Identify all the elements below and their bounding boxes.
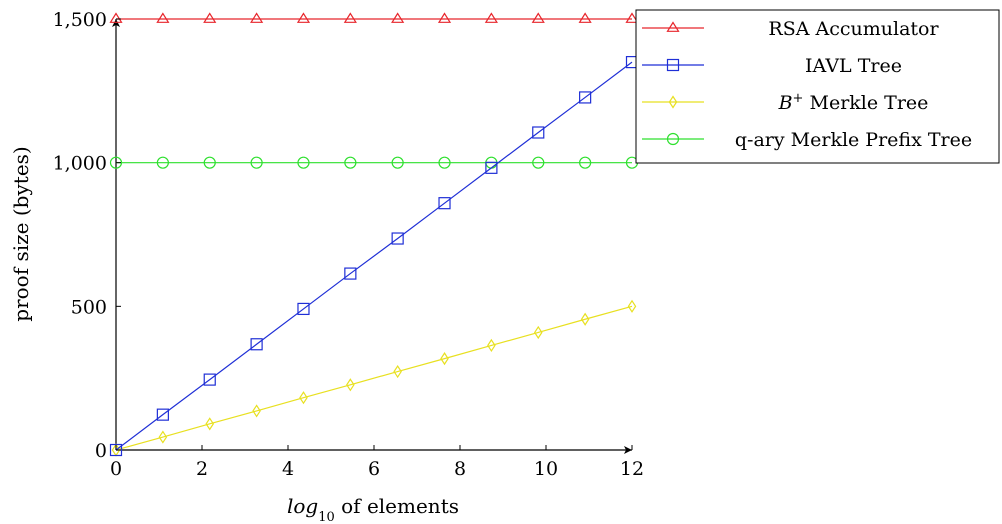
- y-axis-label: proof size (bytes): [9, 146, 33, 321]
- series-b-merkle-tree: [111, 299, 637, 457]
- data-point-square: [109, 443, 123, 457]
- x-tick-label: 10: [534, 458, 558, 480]
- data-point-diamond: [580, 312, 590, 326]
- x-tick-label: 12: [620, 458, 644, 480]
- legend-marker-square: [666, 58, 680, 72]
- y-tick-label: 1,500: [53, 9, 107, 31]
- data-point-triangle: [109, 12, 123, 23]
- data-point-triangle: [437, 12, 452, 23]
- series-layer: [109, 12, 639, 457]
- data-point-diamond: [627, 299, 637, 313]
- series-line: [115, 61, 633, 451]
- x-tick-label: 8: [454, 458, 466, 480]
- data-point-triangle: [484, 12, 498, 23]
- x-axis-label-subscript: 10: [318, 510, 335, 524]
- axes: [112, 19, 632, 454]
- series-iavl-tree: [109, 55, 639, 457]
- x-tick-label: 6: [368, 458, 380, 480]
- data-point-triangle: [578, 12, 592, 23]
- data-point-circle: [391, 156, 404, 169]
- data-point-diamond: [346, 378, 355, 392]
- legend-label: IAVL Tree: [805, 55, 902, 77]
- data-point-square: [250, 338, 263, 351]
- data-point-square: [344, 267, 357, 280]
- data-point-square: [391, 232, 404, 245]
- data-point-square: [579, 91, 592, 104]
- x-axis-label-prefix: log: [287, 494, 318, 518]
- data-point-circle: [579, 156, 592, 169]
- y-tick-label: 0: [95, 440, 107, 462]
- legend-item: B+ Merkle Tree: [642, 91, 929, 115]
- legend: RSA Accumulator IAVL Tree B+ Merkle Tree q-…: [635, 9, 1000, 164]
- x-tick-label: 2: [196, 458, 208, 480]
- legend-label: B+ Merkle Tree: [778, 91, 929, 115]
- data-point-triangle: [531, 12, 545, 23]
- legend-marker-diamond: [668, 95, 678, 109]
- data-point-diamond: [252, 404, 261, 418]
- series-q-ary-merkle-prefix-tree: [109, 156, 639, 169]
- data-point-square: [485, 161, 498, 174]
- series-rsa-accumulator: [109, 12, 639, 23]
- legend-marker-triangle: [666, 21, 680, 32]
- y-tick-label: 1,000: [53, 153, 107, 175]
- data-point-circle: [250, 156, 263, 169]
- legend-label: RSA Accumulator: [768, 18, 939, 40]
- series-line: [115, 305, 633, 451]
- data-point-circle: [344, 156, 357, 169]
- x-axis-label-suffix: of elements: [335, 494, 459, 518]
- legend-item: RSA Accumulator: [642, 18, 939, 40]
- data-point-triangle: [343, 12, 357, 23]
- data-point-diamond: [487, 338, 496, 353]
- data-point-triangle: [156, 12, 170, 23]
- legend-item: IAVL Tree: [642, 55, 902, 77]
- legend-label: q-ary Merkle Prefix Tree: [735, 129, 972, 151]
- data-point-triangle: [203, 12, 217, 23]
- data-point-triangle: [250, 12, 264, 23]
- data-point-diamond: [158, 430, 168, 444]
- data-point-diamond: [299, 391, 308, 405]
- data-point-diamond: [205, 417, 215, 431]
- x-tick-label: 4: [282, 458, 294, 480]
- data-point-triangle: [391, 12, 405, 23]
- ticks: 0 2 4 6 8 10 12 0 500 1,000 1,500: [53, 9, 645, 480]
- data-point-circle: [532, 156, 545, 169]
- data-point-diamond: [533, 325, 543, 340]
- x-axis-label: log10 of elements: [287, 494, 459, 524]
- data-point-circle: [109, 156, 123, 169]
- legend-box: [635, 9, 1000, 164]
- legend-item: q-ary Merkle Prefix Tree: [642, 129, 972, 151]
- data-point-circle: [156, 156, 169, 169]
- data-point-diamond: [393, 364, 402, 379]
- data-point-square: [438, 197, 451, 210]
- data-point-triangle: [296, 12, 311, 23]
- y-tick-label: 500: [71, 296, 107, 318]
- data-point-square: [156, 408, 169, 421]
- data-point-circle: [203, 156, 216, 169]
- x-tick-label: 0: [110, 458, 122, 480]
- legend-marker-circle: [666, 132, 680, 146]
- data-point-triangle: [625, 12, 639, 23]
- data-point-square: [532, 126, 545, 139]
- data-point-circle: [438, 156, 451, 169]
- data-point-circle: [297, 156, 310, 169]
- data-point-diamond: [440, 352, 449, 366]
- data-point-square: [203, 373, 216, 386]
- data-point-square: [297, 302, 310, 316]
